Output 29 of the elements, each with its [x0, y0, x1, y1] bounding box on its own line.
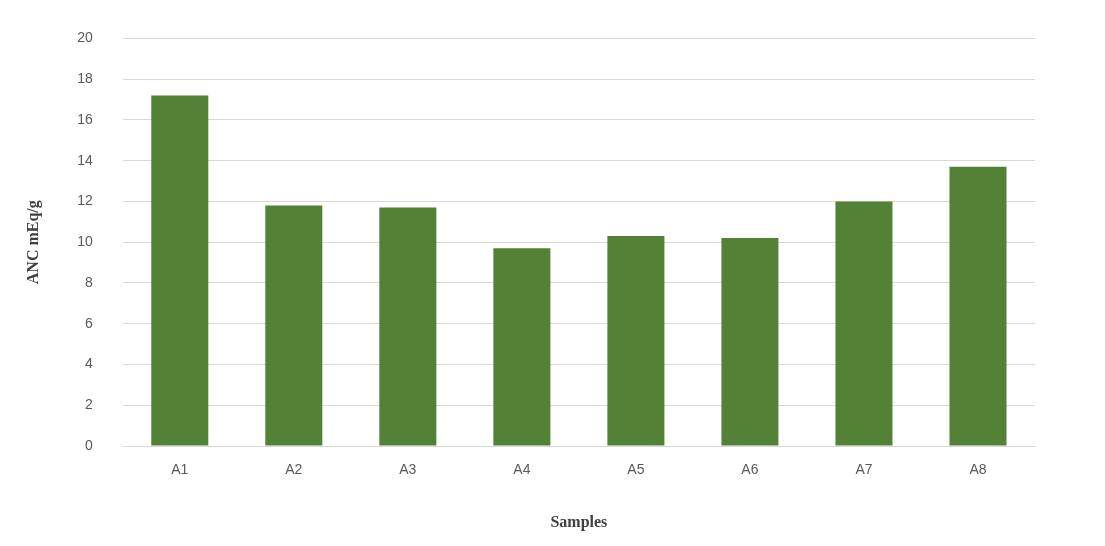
y-axis-title: ANC mEq/g	[23, 200, 42, 285]
bar	[949, 166, 1007, 446]
bar	[721, 238, 779, 446]
y-tick-label: 4	[84, 355, 93, 372]
y-tick-label: 8	[84, 273, 93, 290]
y-tick-label: 6	[84, 314, 93, 331]
x-tick-label: A6	[741, 461, 759, 478]
y-tick-label: 20	[77, 29, 93, 46]
x-tick-label: A1	[171, 461, 189, 478]
y-tick-label: 18	[77, 70, 93, 87]
y-tick-label: 14	[77, 151, 93, 168]
x-tick-label: A5	[627, 461, 645, 478]
y-tick-label: 10	[77, 233, 93, 250]
bar	[151, 95, 209, 446]
x-tick-label: A4	[513, 461, 531, 478]
y-tick-label: 0	[84, 436, 93, 453]
bar	[493, 248, 551, 446]
x-tick-label: A8	[969, 461, 987, 478]
bar	[265, 205, 323, 446]
y-tick-label: 12	[77, 192, 93, 209]
x-tick-label: A7	[855, 461, 873, 478]
bar	[835, 201, 893, 446]
x-tick-label: A3	[399, 461, 417, 478]
x-axis-title: Samples	[550, 512, 608, 531]
x-tick-label: A2	[285, 461, 303, 478]
bar	[379, 207, 437, 446]
y-tick-label: 2	[84, 396, 93, 413]
y-tick-label: 16	[77, 110, 93, 127]
bar	[607, 236, 665, 446]
